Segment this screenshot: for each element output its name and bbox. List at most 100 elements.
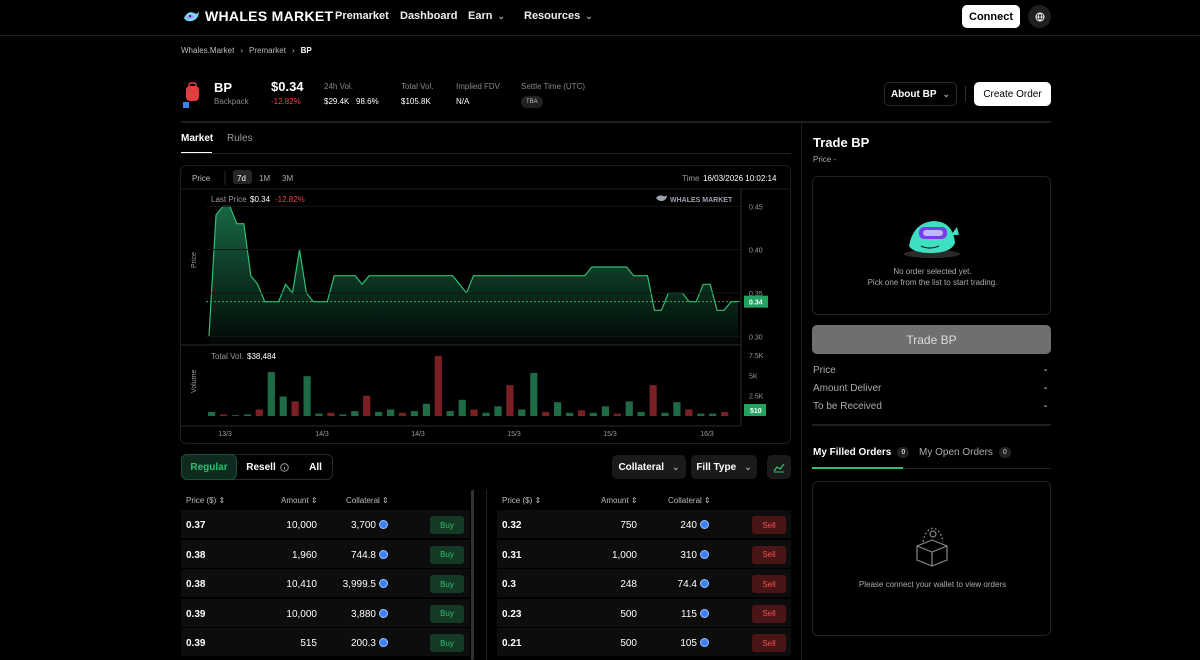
price-volume-chart: Price 7d 1M 3M Time 16/03/2026 10:02:14 … [181, 170, 790, 438]
volume-bar [351, 411, 359, 416]
table-row[interactable]: 0.32 750 240 Sell [497, 510, 791, 539]
col-header-amount[interactable]: Amount ⇕ [601, 496, 638, 505]
vol-24h-label: 24h Vol. [324, 82, 353, 91]
volume-bar [721, 411, 729, 416]
volume-tick-label: 5K [749, 373, 758, 380]
volume-bar [458, 399, 466, 417]
tab-filled-orders[interactable]: My Filled Orders 0 [813, 447, 910, 458]
sort-icon: ⇕ [534, 496, 542, 505]
row-collateral-value: 3,880 [350, 608, 376, 620]
language-button[interactable] [1028, 5, 1051, 28]
buy-button[interactable]: Buy [430, 575, 464, 594]
orders-tab-underline [812, 467, 903, 469]
volume-bar [518, 409, 526, 416]
volume-bar [577, 410, 586, 416]
x-tick-label: 14/3 [411, 431, 425, 438]
table-row[interactable]: 0.23 500 115 Sell [497, 598, 791, 628]
usdc-coin-icon [379, 608, 388, 618]
sell-button[interactable]: Sell [752, 516, 786, 534]
range-3m[interactable]: 3M [282, 174, 293, 183]
table-row[interactable]: 0.21 500 105 Sell [497, 628, 791, 658]
col-header-price[interactable]: Price ($) ⇕ [502, 496, 541, 505]
trade-button[interactable]: Trade BP [812, 325, 1051, 354]
row-collateral-value: 3,700 [350, 520, 376, 531]
row-amount: 750 [620, 520, 637, 531]
tab-rules[interactable]: Rules [227, 133, 253, 144]
buy-table-scrollbar[interactable] [471, 490, 474, 660]
buy-button[interactable]: Buy [430, 604, 464, 623]
col-header-collateral[interactable]: Collateral ⇕ [668, 496, 711, 505]
col-header-price-label: Price ($) [186, 496, 217, 505]
time-label: Time [682, 174, 700, 183]
mode-all[interactable]: All [309, 461, 322, 473]
volume-bar [363, 395, 371, 416]
collateral-dropdown[interactable]: Collateral ⌄ [612, 455, 686, 479]
row-price: 0.23 [502, 608, 522, 620]
breadcrumb-premarket[interactable]: Premarket [249, 46, 286, 55]
nav-resources[interactable]: Resources ⌄ [524, 10, 593, 22]
create-order-button[interactable]: Create Order [974, 82, 1051, 106]
table-row[interactable]: 0.39 515 200.3 Buy [181, 628, 470, 658]
row-price: 0.32 [502, 520, 522, 531]
row-collateral-value: 74.4 [677, 579, 697, 591]
open-orders-label: My Open Orders [919, 447, 993, 458]
mode-regular[interactable]: Regular [181, 454, 237, 480]
fdv-value: N/A [456, 97, 470, 106]
nav-premarket[interactable]: Premarket [335, 10, 389, 22]
chart-toggle-button[interactable] [767, 455, 791, 479]
connect-button[interactable]: Connect [962, 5, 1020, 28]
volume-bar [291, 401, 299, 416]
price-line [208, 205, 738, 337]
volume-bar [566, 412, 574, 417]
no-order-selected-card: No order selected yet. Pick one from the… [812, 176, 1051, 315]
usdc-coin-icon [700, 549, 709, 559]
col-header-price[interactable]: Price ($) ⇕ [186, 496, 225, 505]
sell-button[interactable]: Sell [752, 634, 786, 653]
table-row[interactable]: 0.38 10,410 3,999.5 Buy [181, 569, 470, 599]
row-amount: 248 [620, 579, 637, 591]
tab-open-orders[interactable]: My Open Orders 0 [919, 447, 1011, 458]
fill-type-dropdown-label: Fill Type [696, 461, 737, 473]
nav-dashboard[interactable]: Dashboard [400, 10, 457, 22]
volume-bar [398, 412, 407, 417]
buy-button[interactable]: Buy [430, 545, 464, 564]
last-price-change: -12.82% [275, 195, 305, 204]
table-row[interactable]: 0.38 1,960 744.8 Buy [181, 539, 470, 569]
y-axis-price-title: Price [191, 252, 198, 268]
no-order-line1: No order selected yet. [893, 267, 972, 276]
nav-earn[interactable]: Earn ⌄ [468, 10, 505, 22]
volume-bar [434, 355, 442, 416]
mode-resell[interactable]: Resell [240, 455, 295, 479]
total-vol-chart-value: $38,484 [247, 352, 276, 361]
row-price: 0.3 [502, 579, 516, 591]
range-7d[interactable]: 7d [237, 174, 246, 183]
table-row[interactable]: 0.37 10,000 3,700 Buy [181, 510, 470, 539]
about-token-button[interactable]: About BP ⌄ [884, 82, 957, 106]
breadcrumb-home[interactable]: Whales.Market [181, 46, 235, 55]
amount-deliver-label: Amount Deliver [813, 383, 882, 394]
sell-button[interactable]: Sell [752, 575, 786, 594]
sell-button[interactable]: Sell [752, 545, 786, 564]
buy-button[interactable]: Buy [430, 634, 464, 653]
y-tick-label: 0.45 [749, 204, 763, 211]
volume-bar [231, 415, 240, 416]
fill-type-dropdown[interactable]: Fill Type ⌄ [691, 455, 757, 479]
table-row[interactable]: 0.31 1,000 310 Sell [497, 539, 791, 569]
brand-logo[interactable]: WHALES MARKET [183, 8, 333, 24]
col-header-collateral[interactable]: Collateral ⇕ [346, 496, 389, 505]
table-row[interactable]: 0.3 248 74.4 Sell [497, 569, 791, 599]
table-row[interactable]: 0.39 10,000 3,880 Buy [181, 598, 470, 628]
row-price: 0.38 [186, 579, 206, 591]
range-7d-bg[interactable] [233, 170, 252, 184]
col-header-amount[interactable]: Amount ⇕ [281, 496, 318, 505]
tab-market[interactable]: Market [181, 133, 214, 144]
sort-icon: ⇕ [382, 496, 389, 505]
range-1m[interactable]: 1M [259, 174, 270, 183]
sell-button[interactable]: Sell [752, 604, 786, 623]
buy-button[interactable]: Buy [430, 516, 464, 534]
collateral-dropdown-label: Collateral [618, 461, 665, 473]
whale-mascot-icon [904, 221, 960, 258]
row-amount: 1,000 [611, 549, 637, 561]
trade-divider [812, 424, 1051, 426]
row-collateral: 3,880 [350, 608, 388, 620]
